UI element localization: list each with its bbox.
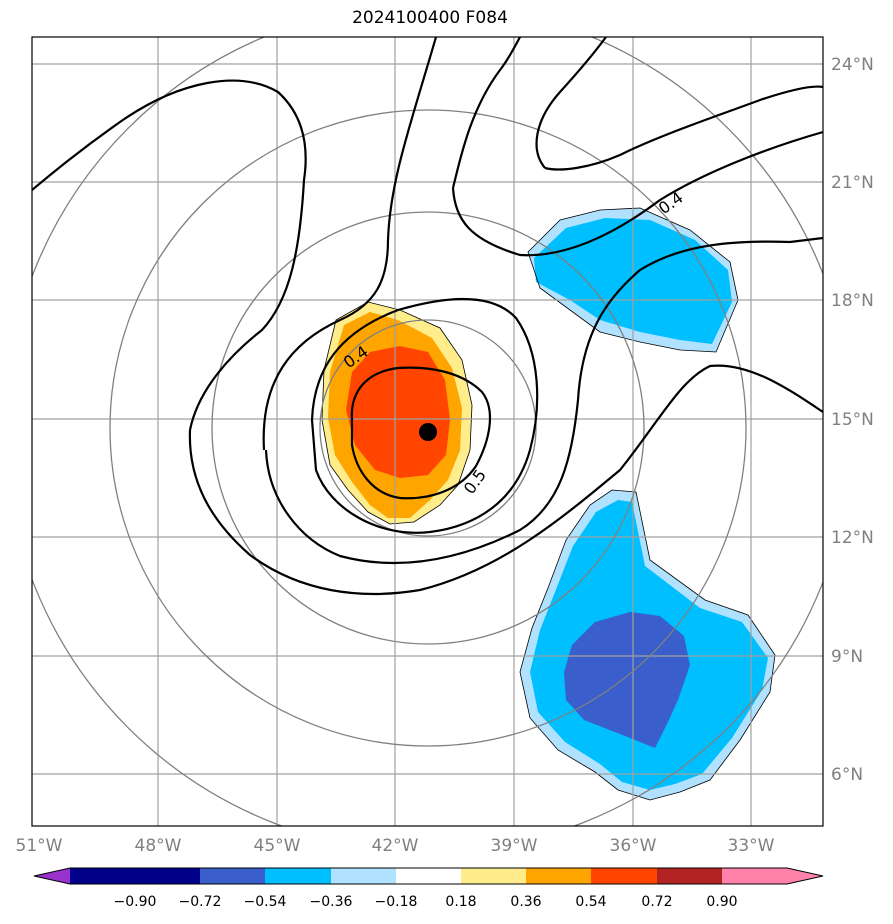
colorbar-segment-10 — [657, 868, 722, 884]
colorbar-under-arrow — [34, 868, 70, 884]
lon-tick-labels: 51°W 48°W 45°W 42°W 39°W 36°W 33°W — [16, 836, 775, 856]
contour-lines — [32, 37, 823, 596]
lat-label-5: 9°N — [831, 647, 863, 667]
lat-label-2: 18°N — [831, 291, 874, 311]
colorbar-label-3: −0.36 — [310, 894, 353, 910]
storm-center-marker — [419, 423, 437, 441]
colorbar: −0.90 −0.72 −0.54 −0.36 −0.18 0.18 0.36 … — [33, 867, 824, 910]
colorbar-segment-2 — [135, 868, 200, 884]
range-rings — [32, 37, 823, 826]
colorbar-segment-11 — [722, 868, 787, 884]
colorbar-segment-4 — [265, 868, 331, 884]
lat-tick-labels: 24°N 21°N 18°N 15°N 12°N 9°N 6°N — [831, 55, 874, 785]
lon-label-0: 51°W — [16, 836, 63, 856]
colorbar-label-1: −0.72 — [179, 894, 222, 910]
colorbar-label-9: 0.90 — [706, 894, 737, 910]
colorbar-over-arrow — [787, 868, 823, 884]
colorbar-segment-1 — [70, 868, 135, 884]
negative-anomaly-south — [519, 489, 776, 801]
colorbar-labels: −0.90 −0.72 −0.54 −0.36 −0.18 0.18 0.36 … — [114, 894, 738, 910]
colorbar-segments — [33, 867, 824, 885]
colorbar-segment-7 — [461, 868, 526, 884]
colorbar-label-5: 0.18 — [445, 894, 476, 910]
contour-label-1: 0.4 — [655, 188, 687, 218]
plot-title: 2024100400 F084 — [352, 8, 508, 28]
colorbar-outline — [33, 867, 824, 885]
lon-label-2: 45°W — [254, 836, 301, 856]
lat-label-3: 15°N — [831, 410, 874, 430]
lon-label-1: 48°W — [135, 836, 182, 856]
colorbar-label-6: 0.36 — [510, 894, 541, 910]
colorbar-label-8: 0.72 — [641, 894, 672, 910]
lon-label-4: 39°W — [491, 836, 538, 856]
colorbar-segment-5 — [331, 868, 396, 884]
colorbar-segment-9 — [591, 868, 657, 884]
lat-label-0: 24°N — [831, 55, 874, 75]
lat-label-1: 21°N — [831, 173, 874, 193]
colorbar-segment-8 — [526, 868, 591, 884]
colorbar-label-2: −0.54 — [244, 894, 287, 910]
positive-anomaly-center — [321, 301, 473, 525]
lon-label-5: 36°W — [610, 836, 657, 856]
lon-label-3: 42°W — [372, 836, 419, 856]
colorbar-label-4: −0.18 — [375, 894, 418, 910]
colorbar-label-7: 0.54 — [575, 894, 606, 910]
lat-label-6: 6°N — [831, 765, 863, 785]
contour-label-2: 0.5 — [460, 466, 490, 498]
colorbar-label-0: −0.90 — [114, 894, 157, 910]
lon-label-6: 33°W — [728, 836, 775, 856]
map-frame — [31, 36, 824, 827]
lat-label-4: 12°N — [831, 528, 874, 548]
colorbar-segment-6 — [396, 868, 461, 884]
map-panel: 0.4 0.4 0.5 51°W 48°W 45°W 42°W 39°W 36°… — [16, 36, 874, 856]
colorbar-segment-3 — [200, 868, 265, 884]
